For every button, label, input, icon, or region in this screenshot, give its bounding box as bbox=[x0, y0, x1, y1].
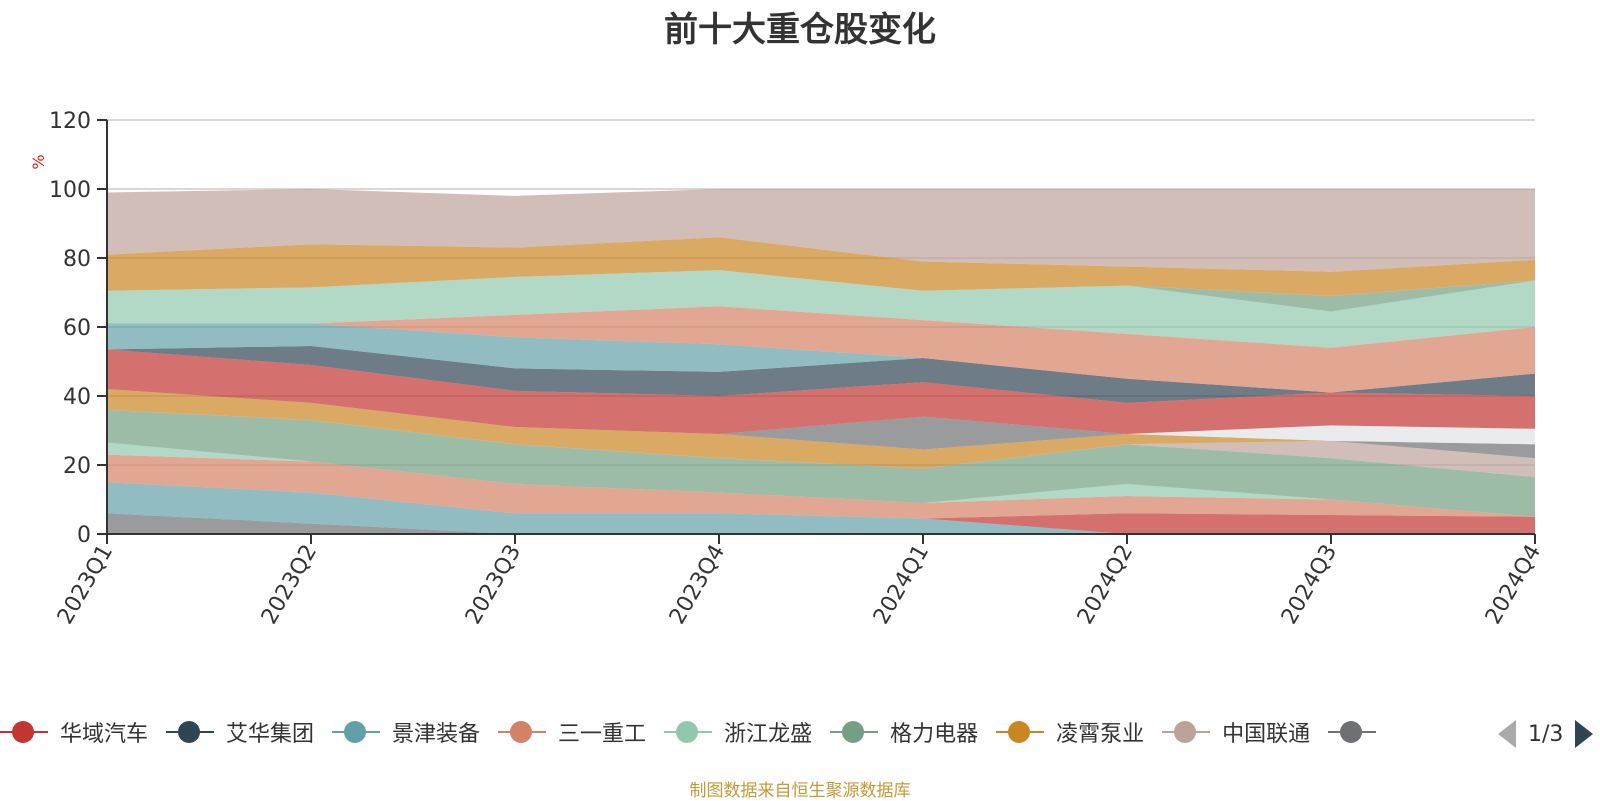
legend-label: 景津装备 bbox=[392, 722, 481, 747]
y-tick-label-2: 40 bbox=[63, 385, 91, 410]
x-tick-label-2: 2023Q3 bbox=[461, 541, 526, 629]
x-tick-label-6: 2024Q3 bbox=[1277, 541, 1342, 629]
legend-label: 中国联通 bbox=[1222, 722, 1311, 747]
area-band-11 bbox=[107, 345, 1535, 403]
area-band-9 bbox=[107, 389, 1535, 445]
legend-marker-icon bbox=[830, 720, 879, 744]
legend-prev-arrow-icon[interactable] bbox=[1498, 720, 1516, 748]
x-tick-label-7: 2024Q4 bbox=[1481, 541, 1546, 629]
y-tick-label-4: 80 bbox=[63, 247, 91, 272]
legend: 华域汽车 艾华集团 景津装备 三一重工 浙江龙盛 格力电器 凌霄泵业 中国联通 bbox=[0, 712, 1490, 752]
area-band-1 bbox=[107, 482, 1535, 534]
area-band-0 bbox=[107, 513, 1535, 534]
area-band-12 bbox=[107, 323, 1535, 393]
legend-marker-icon bbox=[332, 720, 381, 744]
legend-item-6[interactable]: 凌霄泵业 bbox=[996, 712, 1144, 752]
legend-item-8[interactable] bbox=[1328, 712, 1388, 752]
x-tick-label-3: 2023Q4 bbox=[665, 541, 730, 629]
legend-label: 浙江龙盛 bbox=[724, 722, 813, 747]
legend-item-0[interactable]: 华域汽车 bbox=[0, 712, 148, 752]
x-tick-label-4: 2024Q1 bbox=[869, 541, 934, 629]
legend-marker-icon bbox=[1162, 720, 1211, 744]
area-band-6 bbox=[107, 409, 1535, 478]
area-band-2 bbox=[107, 482, 1535, 534]
y-tick-label-5: 100 bbox=[49, 178, 91, 203]
legend-marker-icon bbox=[1328, 720, 1377, 744]
y-tick-label-3: 60 bbox=[63, 316, 91, 341]
x-tick-label-5: 2024Q2 bbox=[1073, 541, 1138, 629]
x-tick-label-0: 2023Q1 bbox=[53, 541, 118, 629]
area-band-17 bbox=[107, 189, 1535, 272]
y-axis-label: % bbox=[29, 154, 48, 169]
y-tick-label-0: 0 bbox=[77, 523, 91, 548]
legend-marker-icon bbox=[996, 720, 1045, 744]
legend-label: 凌霄泵业 bbox=[1056, 722, 1145, 747]
legend-marker-icon bbox=[664, 720, 713, 744]
area-band-5 bbox=[107, 409, 1535, 517]
legend-item-2[interactable]: 景津装备 bbox=[332, 712, 480, 752]
area-band-16 bbox=[107, 237, 1535, 296]
legend-label: 三一重工 bbox=[558, 722, 647, 747]
legend-next-arrow-icon[interactable] bbox=[1575, 720, 1594, 748]
area-band-14 bbox=[107, 270, 1535, 348]
legend-marker-icon bbox=[166, 720, 215, 744]
legend-label: 艾华集团 bbox=[226, 722, 315, 747]
y-tick-label-1: 20 bbox=[63, 454, 91, 479]
legend-marker-icon bbox=[0, 720, 48, 744]
area-band-7 bbox=[107, 389, 1535, 469]
area-layer bbox=[107, 189, 1535, 534]
legend-page-indicator: 1/3 bbox=[1528, 721, 1564, 747]
legend-marker-icon bbox=[498, 720, 547, 744]
legend-item-4[interactable]: 浙江龙盛 bbox=[664, 712, 812, 752]
x-tick-label-1: 2023Q2 bbox=[257, 541, 322, 629]
area-band-3 bbox=[107, 454, 1535, 519]
legend-pager: 1/3 bbox=[1498, 714, 1594, 754]
legend-item-1[interactable]: 艾华集团 bbox=[166, 712, 314, 752]
y-tick-label-6: 120 bbox=[49, 109, 91, 134]
legend-item-7[interactable]: 中国联通 bbox=[1162, 712, 1310, 752]
legend-item-5[interactable]: 格力电器 bbox=[830, 712, 978, 752]
legend-label: 华域汽车 bbox=[60, 722, 149, 747]
area-band-10 bbox=[107, 349, 1535, 434]
area-band-13 bbox=[107, 306, 1535, 393]
legend-label: 格力电器 bbox=[890, 722, 979, 747]
source-footer: 制图数据来自恒生聚源数据库 bbox=[689, 781, 911, 801]
legend-item-3[interactable]: 三一重工 bbox=[498, 712, 646, 752]
chart-title: 前十大重仓股变化 bbox=[664, 10, 936, 50]
